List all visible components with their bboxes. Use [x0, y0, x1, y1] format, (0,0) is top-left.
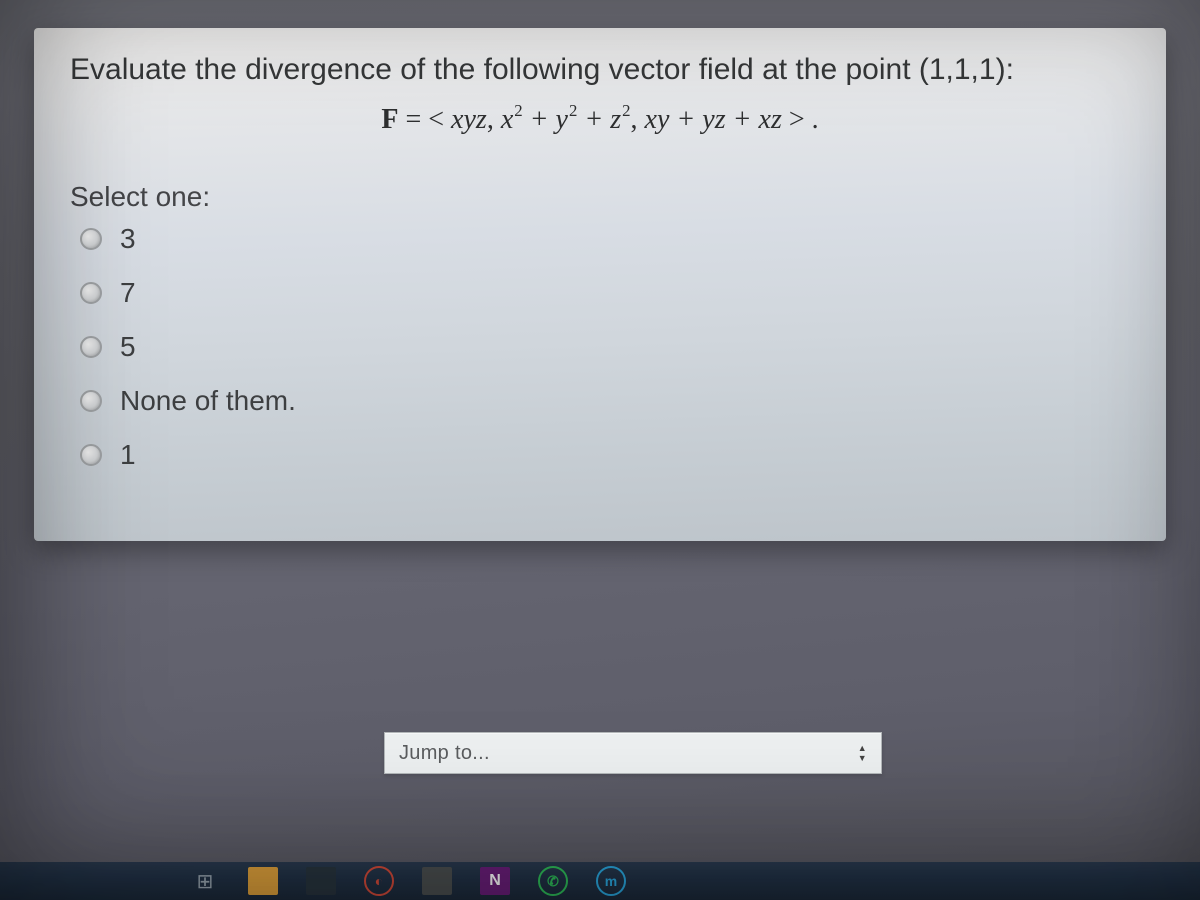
radio-icon[interactable] — [80, 390, 102, 412]
option-label: None of them. — [120, 385, 296, 417]
question-formula: F = < xyz, x2 + y2 + z2, xy + yz + xz > … — [70, 101, 1130, 136]
jump-to-dropdown[interactable]: Jump to... ▲▼ — [384, 732, 882, 774]
files-app-icon[interactable] — [422, 867, 452, 895]
radio-icon[interactable] — [80, 282, 102, 304]
task-view-icon[interactable]: ⊞ — [190, 867, 220, 895]
messenger-icon[interactable]: m — [596, 867, 626, 895]
question-card: Evaluate the divergence of the following… — [34, 28, 1166, 541]
taskbar: ⊞ ◐ N ✆ m — [0, 862, 1200, 900]
file-explorer-icon[interactable] — [248, 867, 278, 895]
option-row[interactable]: 7 — [80, 277, 1130, 309]
formula-term3: xy + yz + xz — [645, 103, 782, 134]
options-list: 3 7 5 None of them. 1 — [70, 223, 1130, 471]
whatsapp-icon[interactable]: ✆ — [538, 867, 568, 895]
option-label: 7 — [120, 277, 136, 309]
option-label: 3 — [120, 223, 136, 255]
question-prompt: Evaluate the divergence of the following… — [70, 50, 1130, 91]
jump-to-label: Jump to... — [399, 742, 490, 765]
store-icon[interactable] — [306, 867, 336, 895]
select-one-label: Select one: — [70, 181, 1130, 213]
browser-chrome-icon[interactable]: ◐ — [364, 867, 394, 895]
option-row[interactable]: 1 — [80, 439, 1130, 471]
radio-icon[interactable] — [80, 444, 102, 466]
formula-term1: xyz — [451, 103, 487, 134]
option-row[interactable]: 5 — [80, 331, 1130, 363]
option-row[interactable]: None of them. — [80, 385, 1130, 417]
option-label: 1 — [120, 439, 136, 471]
option-row[interactable]: 3 — [80, 223, 1130, 255]
radio-icon[interactable] — [80, 336, 102, 358]
option-label: 5 — [120, 331, 136, 363]
radio-icon[interactable] — [80, 228, 102, 250]
dropdown-arrows-icon: ▲▼ — [858, 744, 867, 763]
screen: Evaluate the divergence of the following… — [0, 0, 1200, 900]
onenote-icon[interactable]: N — [480, 867, 510, 895]
